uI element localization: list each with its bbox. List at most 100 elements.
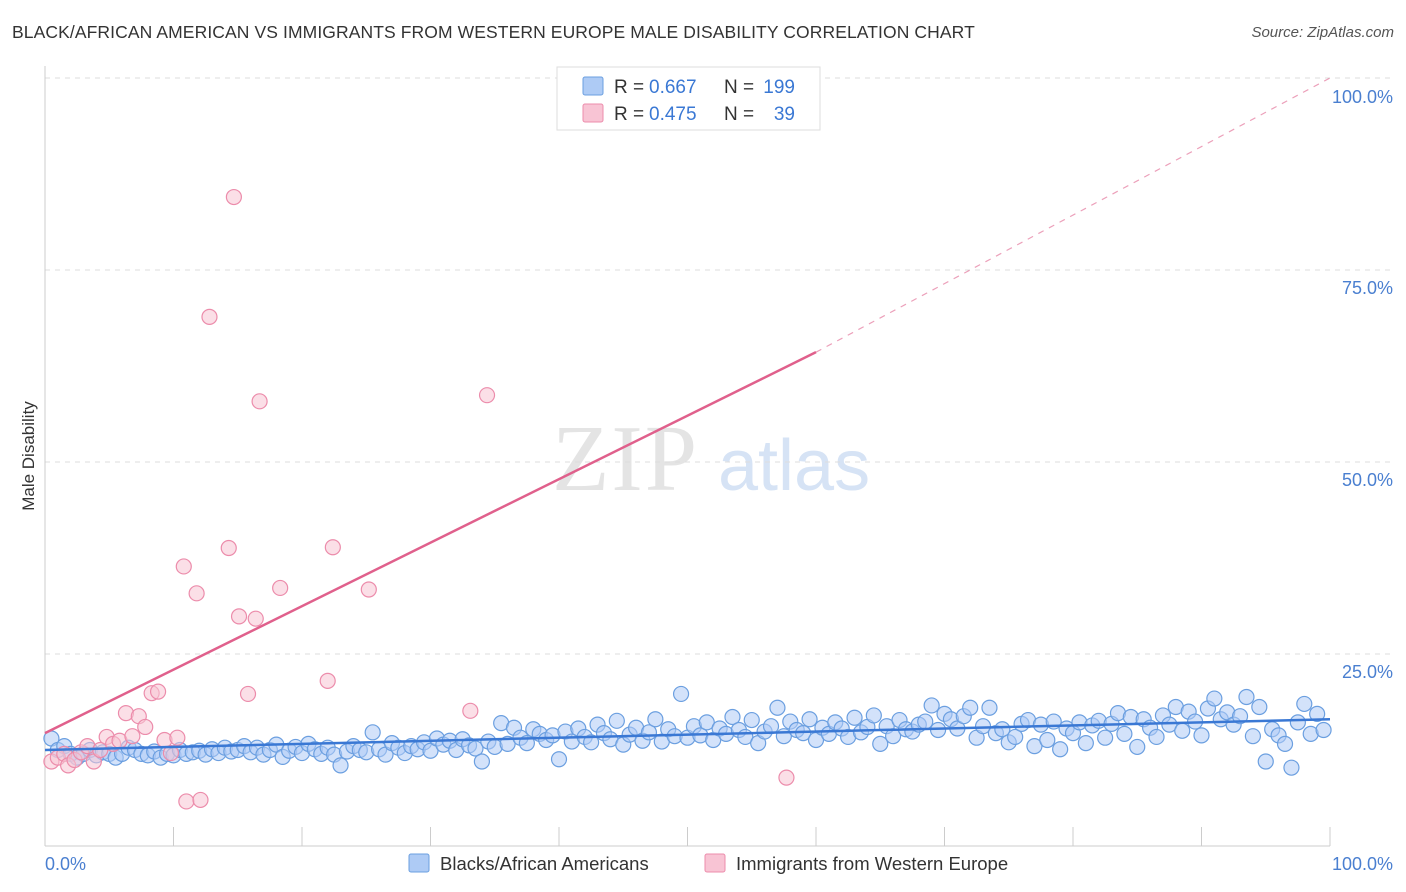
stats-r-label-blue: R = [614,77,644,98]
stats-legend: R = 0.667 N = 199 R = 0.475 N = 39 [556,66,821,131]
data-point [929,721,947,739]
data-point [467,740,484,757]
data-point [1231,708,1249,725]
y-tick-label: 100.0% [1332,87,1393,107]
data-point [201,308,218,325]
y-axis-label: Male Disability [19,401,38,511]
data-point [178,793,195,810]
data-point [149,683,167,700]
data-point [917,713,934,730]
data-point [1315,721,1332,739]
data-point [162,744,180,762]
data-point [1039,731,1056,749]
data-point [1052,741,1069,758]
data-point [124,728,141,745]
data-point [360,581,377,598]
data-point [251,393,268,410]
data-point [923,697,940,714]
data-point [1309,705,1326,723]
data-point [1193,727,1210,744]
data-point [272,579,289,597]
data-point [1116,725,1133,742]
data-point [1257,753,1274,770]
data-point [1174,722,1191,739]
stats-r-value-blue: 0.667 [649,77,697,98]
watermark-zip: ZIP [552,407,699,511]
data-point [1251,698,1268,716]
x-tick-label: 100.0% [1332,854,1393,874]
data-point [225,188,242,206]
y-tick-label: 25.0% [1342,662,1393,682]
watermark-atlas: atlas [718,426,870,506]
stats-n-value-blue: 199 [763,77,795,98]
stats-r-value-pink: 0.475 [649,104,697,125]
data-point [462,702,479,719]
data-point [1238,688,1255,706]
data-point [230,608,248,625]
data-point [324,539,341,556]
stats-r-label-pink: R = [614,104,644,125]
y-tick-labels: 25.0% 50.0% 75.0% 100.0% [1332,87,1393,682]
data-point [1026,738,1043,755]
legend: Blacks/African Americans Immigrants from… [408,853,1008,874]
legend-swatch-blacks [408,853,430,873]
data-point [583,734,600,751]
data-point [1206,690,1223,707]
data-point [473,753,490,770]
data-point [364,724,381,741]
data-point [319,672,336,689]
trend-lines [44,77,1331,752]
gridlines [45,77,1392,655]
data-point [478,387,496,404]
y-tick-label: 75.0% [1342,278,1393,298]
source-label: Source: ZipAtlas.com [1251,24,1394,41]
axes [44,66,1331,847]
data-point [1276,735,1294,752]
data-point [332,757,349,774]
x-tick-labels: 0.0% 100.0% [45,854,1393,874]
stats-swatch-pink [582,103,604,123]
data-point [743,711,760,729]
data-point [1244,728,1262,745]
data-point [872,735,889,752]
legend-label-blacks: Blacks/African Americans [440,853,649,874]
data-point [1283,759,1300,776]
legend-swatch-immigrants [704,853,726,873]
trend-line-immigrants-extension [815,77,1331,353]
data-point [1129,738,1146,756]
data-point [994,721,1011,738]
stats-n-value-pink: 39 [774,104,795,125]
data-point [1097,729,1114,746]
data-point [846,709,863,726]
data-point [188,585,205,602]
data-point [647,711,664,728]
data-point [1148,728,1165,746]
data-point [137,718,154,736]
data-point [698,714,715,731]
data-point [1161,716,1178,733]
data-point [962,699,979,716]
data-point [672,685,690,703]
data-point [778,769,795,786]
data-point [247,610,264,627]
data-point [1296,695,1313,713]
data-point [865,707,882,724]
data-point [801,711,818,728]
trend-line-immigrants [44,351,817,735]
chart-title: BLACK/AFRICAN AMERICAN VS IMMIGRANTS FRO… [12,22,975,42]
data-point [981,699,998,716]
data-point [1289,714,1306,731]
data-point [608,712,625,729]
data-point [1007,728,1024,746]
data-point [724,708,741,726]
data-point [175,558,192,575]
series-blacks-points [43,685,1332,776]
data-point [550,751,568,768]
data-point [192,791,209,809]
x-tick-label: 0.0% [45,854,86,874]
stats-swatch-blue [582,76,604,96]
stats-n-label-pink: N = [724,104,754,125]
data-point [1077,734,1094,752]
data-point [169,729,186,746]
